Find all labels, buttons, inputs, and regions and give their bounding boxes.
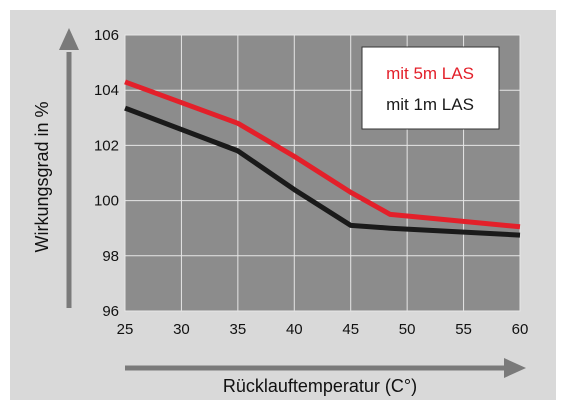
y-tick-label: 98 xyxy=(102,248,119,265)
plot-border xyxy=(124,34,521,312)
x-tick-label: 60 xyxy=(512,321,529,338)
y-tick-label: 96 xyxy=(102,303,119,320)
x-tick-label: 40 xyxy=(286,321,303,338)
x-tick-label: 50 xyxy=(399,321,416,338)
legend-entry-1m-las: mit 1m LAS xyxy=(386,95,474,114)
x-axis-title: Rücklauftemperatur (C°) xyxy=(223,376,417,396)
y-tick-label: 100 xyxy=(94,193,119,210)
x-tick-label: 55 xyxy=(455,321,472,338)
series-line-1m-las xyxy=(124,105,521,238)
series-lines xyxy=(124,79,521,238)
x-tick-label: 35 xyxy=(230,321,247,338)
x-arrow-head xyxy=(504,358,526,378)
legend-box xyxy=(361,46,500,130)
x-axis-tick-labels: 25 30 35 40 45 50 55 60 xyxy=(117,321,529,338)
y-tick-label: 106 xyxy=(94,27,119,44)
legend-entry-5m-las: mit 5m LAS xyxy=(386,64,474,83)
x-tick-label: 25 xyxy=(117,321,134,338)
y-tick-label: 104 xyxy=(94,82,119,99)
y-axis-title: Wirkungsgrad in % xyxy=(32,101,52,252)
legend: mit 5m LAS mit 1m LAS xyxy=(361,46,500,130)
series-line-5m-las xyxy=(124,79,521,230)
y-tick-label: 102 xyxy=(94,137,119,154)
x-tick-label: 45 xyxy=(342,321,359,338)
x-axis-arrow xyxy=(125,358,526,378)
x-tick-label: 30 xyxy=(173,321,190,338)
y-axis-arrow xyxy=(59,28,79,308)
y-axis-tick-labels: 96 98 100 102 104 106 xyxy=(94,27,119,320)
y-arrow-head xyxy=(59,28,79,50)
